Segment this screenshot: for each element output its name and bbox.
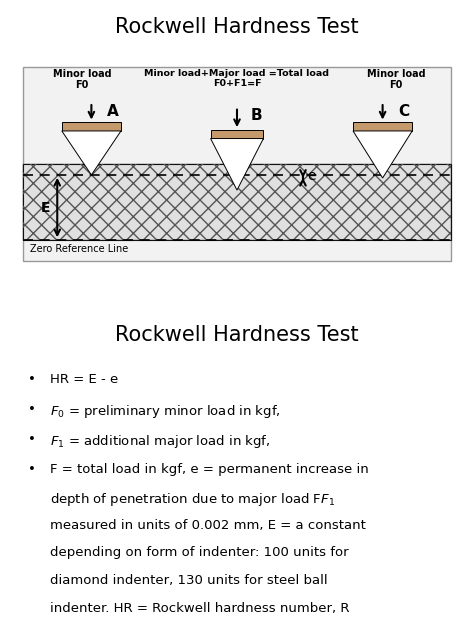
Text: Minor load
F0: Minor load F0 <box>367 69 426 90</box>
Bar <box>23 164 451 240</box>
Text: Zero Reference Line: Zero Reference Line <box>30 244 128 254</box>
Text: B: B <box>251 108 262 123</box>
Text: Rockwell Hardness Test: Rockwell Hardness Test <box>115 325 359 346</box>
Text: e: e <box>308 169 316 183</box>
Text: depending on form of indenter: 100 units for: depending on form of indenter: 100 units… <box>50 546 349 559</box>
Bar <box>211 130 263 138</box>
Text: •: • <box>28 373 36 386</box>
Text: depth of penetration due to major load F$F_1$: depth of penetration due to major load F… <box>50 490 336 507</box>
Text: diamond indenter, 130 units for steel ball: diamond indenter, 130 units for steel ba… <box>50 574 328 587</box>
Text: E: E <box>41 200 50 214</box>
Text: HR = E - e: HR = E - e <box>50 373 119 386</box>
Bar <box>23 67 451 262</box>
Bar <box>23 164 451 240</box>
Text: $F_1$ = additional major load in kgf,: $F_1$ = additional major load in kgf, <box>50 433 271 450</box>
Text: Minor load
F0: Minor load F0 <box>53 69 111 90</box>
Text: C: C <box>399 104 410 119</box>
Text: $F_0$ = preliminary minor load in kgf,: $F_0$ = preliminary minor load in kgf, <box>50 403 281 420</box>
Text: A: A <box>107 104 119 119</box>
Text: Minor load+Major load =Total load
F0+F1=F: Minor load+Major load =Total load F0+F1=… <box>145 69 329 88</box>
Polygon shape <box>62 131 121 175</box>
Bar <box>62 123 121 131</box>
Text: indenter. HR = Rockwell hardness number, R: indenter. HR = Rockwell hardness number,… <box>50 602 350 615</box>
Text: F = total load in kgf, e = permanent increase in: F = total load in kgf, e = permanent inc… <box>50 463 369 476</box>
Text: measured in units of 0.002 mm, E = a constant: measured in units of 0.002 mm, E = a con… <box>50 518 366 532</box>
Text: Rockwell Hardness Test: Rockwell Hardness Test <box>115 17 359 37</box>
Text: •: • <box>28 403 36 416</box>
Polygon shape <box>353 131 412 178</box>
Bar <box>353 123 412 131</box>
Text: •: • <box>28 433 36 446</box>
Polygon shape <box>210 138 264 190</box>
Text: •: • <box>28 463 36 476</box>
